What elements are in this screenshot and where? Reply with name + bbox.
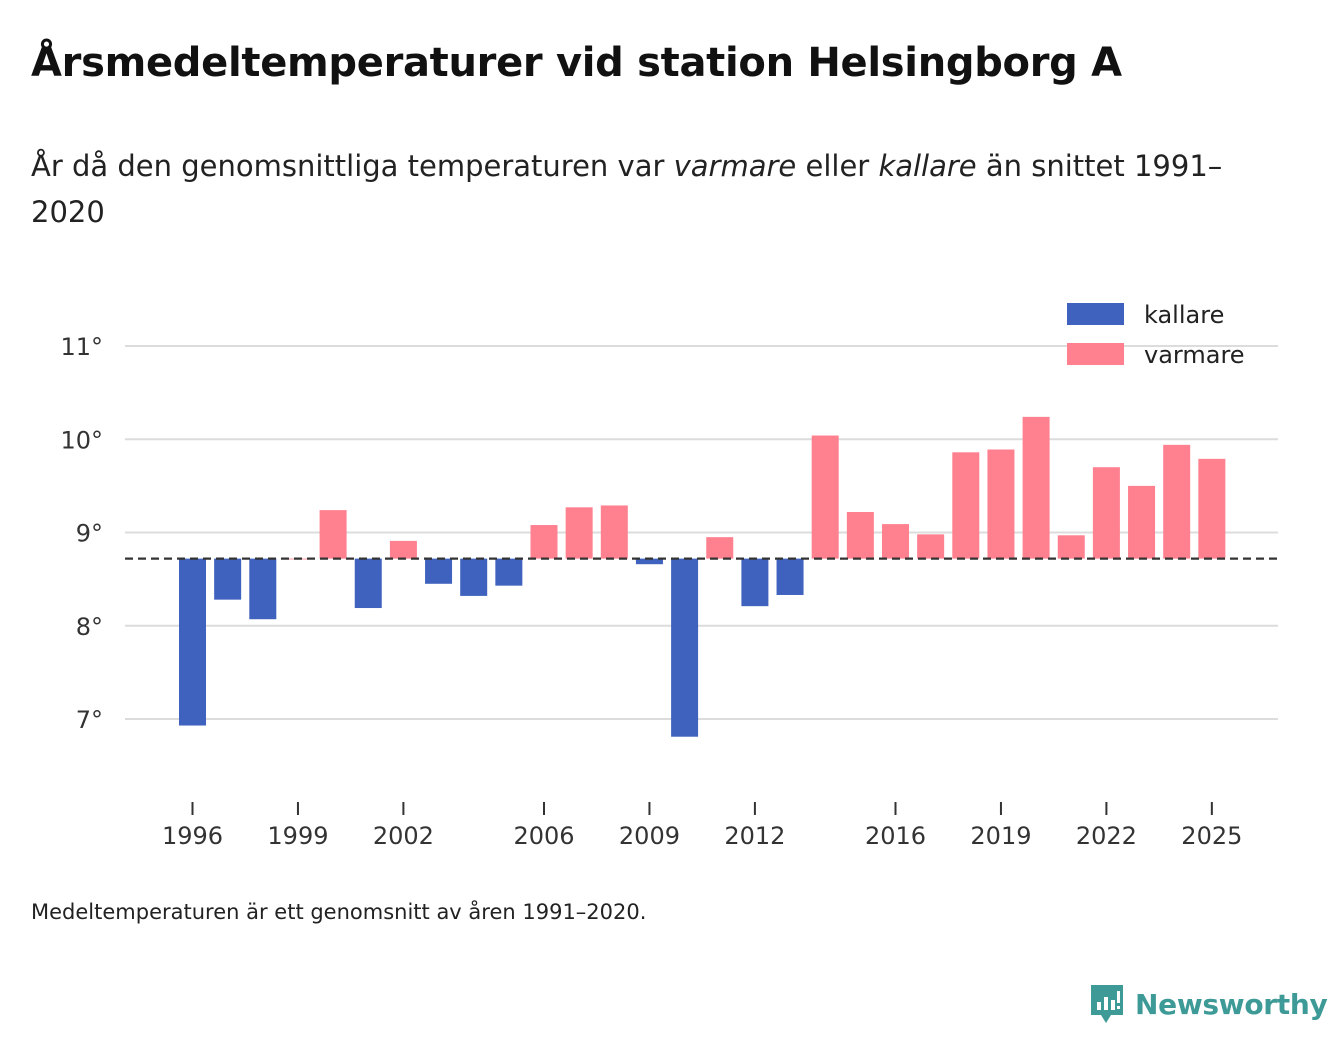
x-tick-label-2002: 2002 xyxy=(373,822,434,850)
y-tick-label-9: 9° xyxy=(76,520,103,548)
legend-label-warm: varmare xyxy=(1144,341,1245,369)
subtitle-warm-word: varmare xyxy=(673,149,797,183)
bar-2018 xyxy=(952,452,980,559)
bar-2023 xyxy=(1128,485,1156,559)
chart-title: Årsmedeltemperaturer vid station Helsing… xyxy=(31,40,1122,86)
bar-2004 xyxy=(460,558,488,596)
bar-2017 xyxy=(917,534,945,559)
bar-2016 xyxy=(882,524,909,559)
bar-2019 xyxy=(987,449,1015,559)
legend: kallare varmare xyxy=(1067,301,1245,369)
legend-swatch-warm xyxy=(1067,343,1124,365)
bar-2001 xyxy=(354,558,382,609)
bar-2003 xyxy=(425,558,453,584)
subtitle-text-before: År då den genomsnittliga temperaturen va… xyxy=(31,149,674,183)
x-tick-label-1999: 1999 xyxy=(267,822,328,850)
subtitle-cold-word: kallare xyxy=(878,149,977,183)
subtitle-text-after: än snittet 1991–2020 xyxy=(31,149,1223,229)
bar-1997 xyxy=(214,558,242,600)
legend-swatch-cold xyxy=(1067,303,1124,325)
bar-2009 xyxy=(635,558,663,565)
x-tick-label-2012: 2012 xyxy=(724,822,785,850)
brand: Newsworthy xyxy=(1089,983,1328,1025)
brand-name: Newsworthy xyxy=(1135,987,1328,1021)
bar-2002 xyxy=(389,540,417,559)
footnote: Medeltemperaturen är ett genomsnitt av å… xyxy=(31,900,647,924)
bar-2022 xyxy=(1092,467,1120,559)
y-tick-label-10: 10° xyxy=(60,426,103,454)
bar-1998 xyxy=(249,558,277,620)
bar-2014 xyxy=(811,435,839,559)
bar-2021 xyxy=(1057,535,1085,559)
bar-2012 xyxy=(741,558,769,607)
chart-subtitle: År då den genomsnittliga temperaturen va… xyxy=(31,143,1231,235)
x-axis: 1996 1999 2002 2006 2009 2012 2016 2019 2022 2025 xyxy=(162,802,1242,850)
x-tick-label-2016: 2016 xyxy=(865,822,926,850)
bar-2020 xyxy=(1022,416,1050,559)
bar-2000 xyxy=(319,510,347,559)
temperature-bar-chart: 7° 8° 9° 10° 11° 1996 1999 2002 2006 2009 2012 201… xyxy=(60,301,1278,850)
x-tick-label-2025: 2025 xyxy=(1181,822,1242,850)
bars xyxy=(179,416,1226,737)
y-tick-label-8: 8° xyxy=(76,613,103,641)
bar-2015 xyxy=(846,511,874,559)
bar-2008 xyxy=(600,505,628,559)
x-tick-label-2006: 2006 xyxy=(513,822,574,850)
bar-2010 xyxy=(671,558,699,737)
bar-2006 xyxy=(530,525,558,559)
newsworthy-logo-icon xyxy=(1091,985,1123,1023)
x-tick-label-2009: 2009 xyxy=(619,822,680,850)
legend-label-cold: kallare xyxy=(1144,301,1224,329)
bar-2011 xyxy=(706,537,734,559)
x-tick-label-1996: 1996 xyxy=(162,822,223,850)
subtitle-text-middle: eller xyxy=(796,149,879,183)
bar-2024 xyxy=(1163,444,1191,559)
bar-1996 xyxy=(179,558,206,726)
bar-2013 xyxy=(776,558,804,595)
bar-2025 xyxy=(1198,458,1226,559)
bar-2007 xyxy=(565,507,593,559)
x-tick-label-2022: 2022 xyxy=(1076,822,1137,850)
x-tick-label-2019: 2019 xyxy=(970,822,1031,850)
bar-2005 xyxy=(495,558,523,586)
y-tick-label-11: 11° xyxy=(60,333,103,361)
y-tick-label-7: 7° xyxy=(76,706,103,734)
